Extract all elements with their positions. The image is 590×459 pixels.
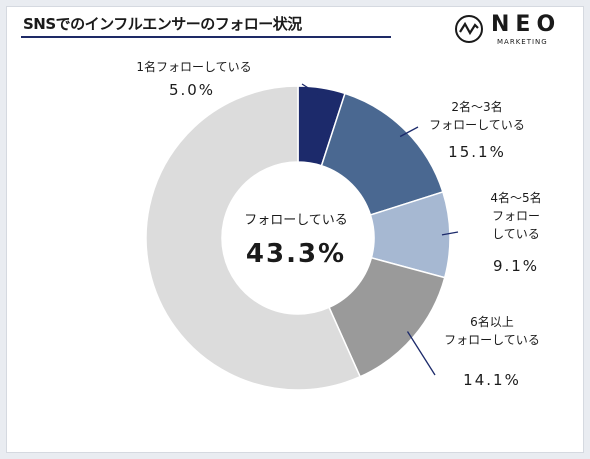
slice-value-4: 14.1%: [463, 371, 521, 389]
center-label: フォローしている: [244, 213, 348, 228]
pie-slice-2: [320, 92, 444, 216]
leader-line-2: [399, 126, 419, 138]
center-value: 43.3%: [246, 239, 346, 269]
slice-value-1: 5.0%: [169, 81, 215, 99]
slice-label-4: 6名以上: [470, 314, 514, 329]
slice-label-2: 2名～3名: [451, 99, 502, 114]
slice-label-2: フォローしている: [429, 118, 525, 132]
slice-value-2: 15.1%: [448, 143, 506, 161]
chart-title: SNSでのインフルエンサーのフォロー状況: [23, 15, 302, 33]
leader-line-3: [441, 231, 459, 236]
slice-value-3: 9.1%: [493, 257, 539, 275]
slice-label-3: フォロー: [492, 209, 540, 223]
leader-line-4: [406, 331, 436, 376]
logo-name: NEO: [491, 12, 562, 37]
slice-label-1: 1名フォローしている: [136, 59, 251, 74]
neo-marketing-logo: NEO MARKETING: [453, 11, 569, 51]
leader-line-1: [301, 83, 321, 97]
slice-label-4: フォローしている: [444, 333, 540, 347]
logo-subtitle: MARKETING: [497, 38, 548, 46]
zigzag-circle-icon: [455, 15, 483, 43]
pie-slice-5: [145, 85, 362, 391]
slice-label-3: 4名～5名: [490, 190, 541, 205]
title-underline: [21, 36, 391, 38]
slice-label-3: している: [492, 227, 540, 241]
